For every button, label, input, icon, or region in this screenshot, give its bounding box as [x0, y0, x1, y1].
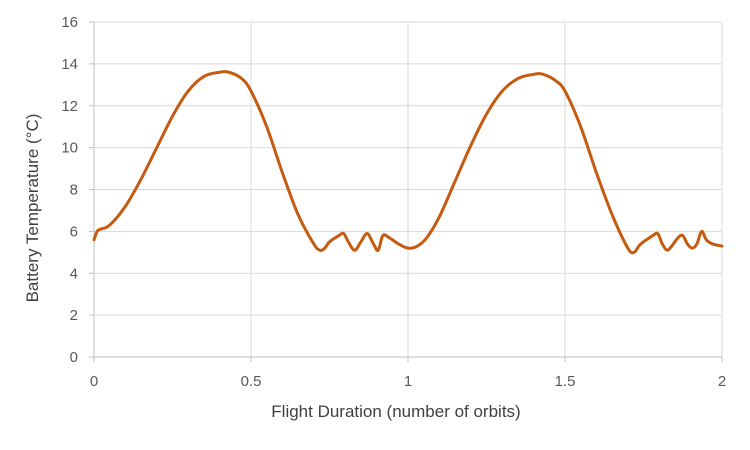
y-tick-label: 10	[61, 140, 78, 157]
y-tick-label: 6	[70, 223, 78, 240]
x-tick-label: 2	[718, 373, 726, 390]
y-tick-label: 12	[61, 98, 78, 115]
x-tick-label: 1.5	[555, 373, 576, 390]
x-axis-title: Flight Duration (number of orbits)	[271, 402, 520, 421]
x-tick-label: 0.5	[241, 373, 262, 390]
x-tick-label: 1	[404, 373, 412, 390]
x-tick-labels: 0 0.5 1 1.5 2	[90, 373, 726, 390]
y-tick-label: 14	[61, 56, 78, 73]
y-tick-label: 8	[70, 182, 78, 199]
axes	[89, 21, 723, 362]
series-line-battery-temperature	[92, 70, 724, 255]
y-tick-label: 0	[70, 349, 78, 366]
x-tick-label: 0	[90, 373, 98, 390]
y-tick-labels: 0 2 4 6 8 10 12 14 16	[61, 14, 78, 366]
y-tick-label: 2	[70, 307, 78, 324]
y-tick-label: 16	[61, 14, 78, 31]
y-axis-title: Battery Temperature (°C)	[23, 114, 42, 303]
grid-lines	[94, 21, 723, 357]
series-layer	[92, 70, 724, 255]
y-tick-label: 4	[70, 265, 78, 282]
